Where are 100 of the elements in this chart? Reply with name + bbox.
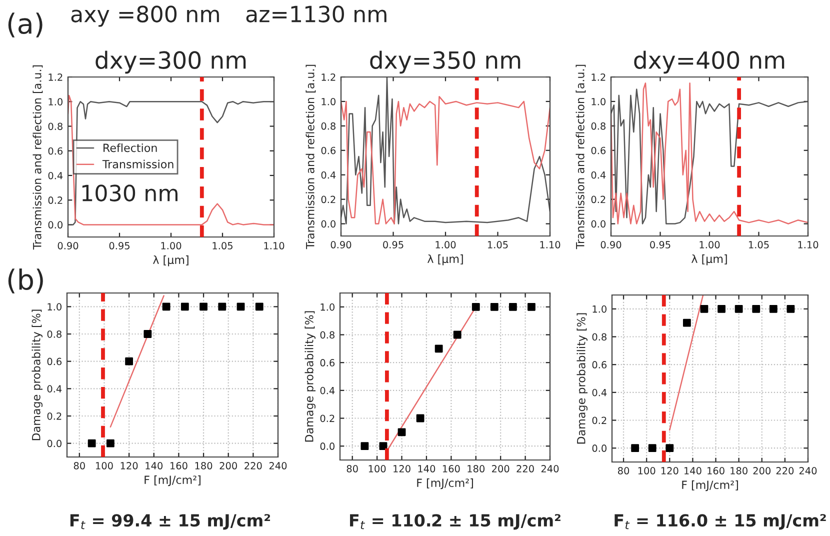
- point: [682, 318, 691, 327]
- x-tick-label: 80: [74, 462, 85, 470]
- x-tick-label: 180: [468, 465, 485, 472]
- point: [236, 302, 245, 311]
- x-axis-title: F [mJ/cm²]: [682, 480, 738, 492]
- x-tick-label: 140: [684, 467, 702, 474]
- point: [648, 444, 656, 452]
- x-tick-label: 100: [638, 467, 656, 474]
- x-tick-label: 0.90: [600, 241, 622, 248]
- x-tick-label: 220: [244, 462, 262, 470]
- x-tick-label: 1.05: [748, 241, 769, 248]
- x-tick-label: 240: [799, 467, 817, 474]
- y-tick-label: 0.4: [47, 385, 62, 392]
- y-tick-label: 0.4: [591, 171, 606, 179]
- x-tick-label: 1.00: [436, 241, 456, 248]
- point: [88, 439, 96, 448]
- y-tick-label: 1.0: [592, 98, 606, 106]
- y-tick-label: 1.2: [322, 73, 336, 81]
- x-tick-label: 0.95: [383, 241, 404, 248]
- chart-title: dxy=350 nm: [370, 50, 520, 74]
- x-tick-label: 200: [492, 465, 510, 472]
- x-axis-title: λ [μm]: [152, 255, 188, 266]
- x-tick-label: 0.90: [58, 242, 78, 250]
- y-tick-label: 1.0: [592, 305, 606, 313]
- x-tick-label: 1.00: [161, 242, 182, 250]
- x-axis-title: λ [μm]: [691, 254, 727, 266]
- x-tick-label: 120: [394, 465, 410, 472]
- y-axis-title: Transmission and reflection [a.u.]: [306, 64, 316, 250]
- y-tick-label: 0.8: [591, 122, 606, 130]
- chart-title: dxy=300 nm: [96, 50, 246, 74]
- point: [734, 304, 743, 313]
- x-tick-label: 1.00: [700, 241, 720, 248]
- y-tick-label: 0.8: [320, 331, 334, 339]
- x-tick-label: 220: [776, 467, 794, 474]
- y-tick-label: 0.0: [592, 444, 606, 452]
- point: [379, 442, 388, 450]
- y-tick-label: 1.0: [320, 303, 334, 311]
- y-tick-label: 0.8: [592, 333, 606, 341]
- x-tick-label: 1.10: [540, 241, 560, 248]
- x-tick-label: 180: [730, 467, 748, 474]
- x-tick-label: 140: [418, 465, 436, 472]
- y-tick-label: 0.6: [592, 361, 607, 368]
- text: (a): [8, 12, 42, 38]
- y-tick-label: 1.0: [322, 98, 336, 106]
- point: [162, 302, 170, 311]
- x-tick-label: 240: [269, 462, 287, 470]
- point: [416, 414, 424, 422]
- y-tick-label: 0.8: [321, 122, 336, 130]
- x-tick-label: 140: [146, 462, 163, 470]
- x-tick-label: 1.05: [488, 241, 508, 248]
- x-tick-label: 200: [753, 467, 771, 474]
- point: [398, 428, 406, 436]
- chart-title: dxy=400 nm: [634, 50, 784, 74]
- y-tick-label: 0.8: [48, 122, 62, 130]
- x-axis-title: λ [μm]: [427, 254, 463, 266]
- x-tick-label: 0.95: [109, 242, 130, 250]
- point: [752, 304, 760, 313]
- x-tick-label: 80: [346, 465, 358, 472]
- text: az=1130 nm: [246, 6, 386, 22]
- point: [508, 302, 517, 311]
- text: F$_{t}$ = 99.4 ± 15 mJ/cm²: [70, 514, 270, 530]
- x-tick-label: 220: [516, 465, 534, 472]
- point: [106, 439, 114, 448]
- x-tick-label: 1.10: [798, 241, 818, 248]
- y-tick-label: 0.4: [48, 172, 63, 180]
- y-tick-label: 1.2: [48, 73, 62, 81]
- y-tick-label: 0.4: [592, 388, 607, 396]
- x-tick-label: 160: [442, 465, 460, 472]
- y-axis-title: Transmission and reflection [a.u.]: [576, 64, 586, 250]
- point: [200, 302, 208, 311]
- y-tick-label: 0.2: [591, 196, 606, 204]
- y-tick-label: 0.6: [47, 358, 62, 366]
- y-tick-label: 0.6: [320, 359, 335, 366]
- point: [718, 304, 726, 313]
- point: [700, 304, 708, 313]
- y-tick-label: 1.2: [592, 73, 606, 81]
- text: F$_{t}$ = 110.2 ± 15 mJ/cm²: [350, 514, 560, 530]
- text: axy =800 nm: [71, 6, 219, 27]
- y-tick-label: 0.0: [48, 221, 62, 229]
- x-tick-label: 160: [170, 462, 188, 470]
- y-axis-title: Damage probability [%]: [304, 311, 316, 442]
- x-tick-label: 120: [120, 462, 138, 470]
- point: [180, 302, 189, 311]
- y-tick-label: 0.2: [592, 416, 606, 424]
- point: [666, 444, 674, 452]
- point: [490, 302, 498, 311]
- text: F$_{t}$ = 116.0 ± 15 mJ/cm²: [614, 514, 826, 530]
- text: (b): [8, 268, 43, 294]
- x-tick-label: 120: [661, 467, 678, 474]
- point: [472, 302, 480, 311]
- x-tick-label: 0.90: [330, 241, 352, 248]
- y-axis-title: Damage probability [%]: [576, 313, 588, 444]
- x-tick-label: 100: [96, 462, 113, 470]
- x-axis-title: F [mJ/cm²]: [144, 475, 200, 486]
- legend-label: Transmission: [102, 160, 174, 168]
- y-tick-label: 1.0: [48, 303, 62, 310]
- y-tick-label: 0.2: [321, 196, 336, 204]
- x-tick-label: 160: [708, 467, 724, 474]
- x-tick-label: 1.10: [264, 242, 284, 250]
- y-tick-label: 1.0: [48, 98, 62, 106]
